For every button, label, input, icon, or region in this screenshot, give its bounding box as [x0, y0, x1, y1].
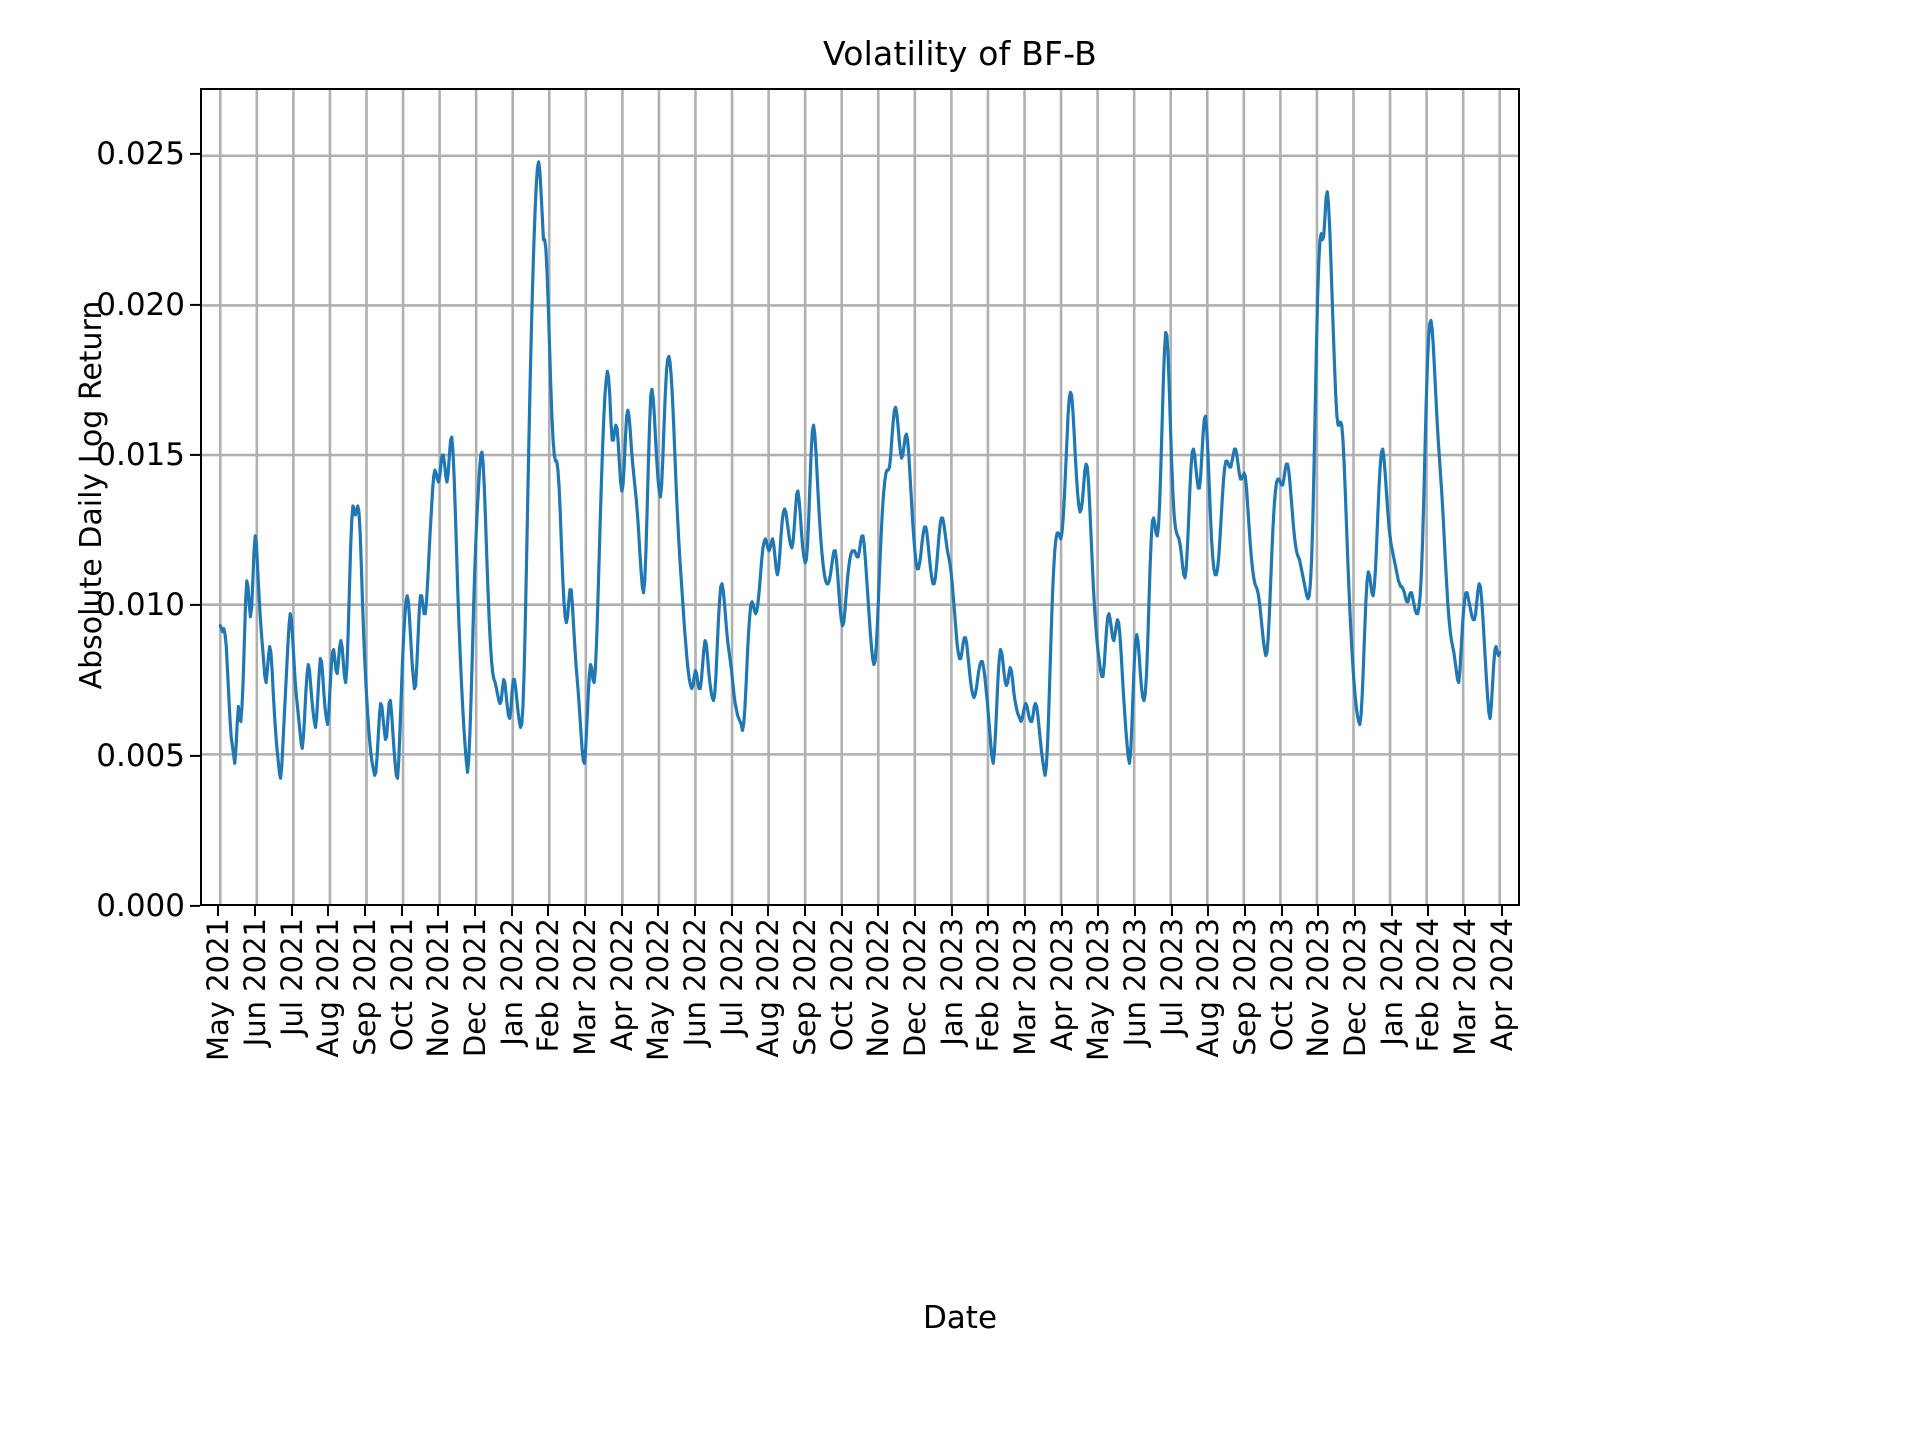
x-axis-tick-label: Jun 2021 [238, 918, 272, 1047]
x-axis-tick-mark [620, 906, 623, 916]
x-axis-tick-mark [877, 906, 880, 916]
x-axis-tick-mark [1170, 906, 1173, 916]
x-axis-tick-mark [327, 906, 330, 916]
x-axis-tick-label: Oct 2021 [384, 918, 419, 1052]
x-axis-tick-label: Dec 2021 [458, 918, 492, 1058]
y-axis-tick-label: 0.025 [96, 136, 185, 173]
x-axis-tick-mark [1060, 906, 1063, 916]
x-axis-tick-label: Jan 2022 [494, 918, 529, 1046]
y-axis-tick-label: 0.010 [96, 587, 185, 624]
x-axis-tick-mark [400, 906, 403, 916]
y-axis-tick-mark [190, 453, 200, 456]
x-axis-tick-mark [840, 906, 843, 916]
x-axis-tick-label: Jul 2023 [1154, 918, 1189, 1037]
grid-lines [202, 90, 1518, 904]
y-axis-label: Absolute Daily Log Return [74, 300, 109, 690]
x-axis-tick-label: May 2022 [641, 918, 676, 1061]
x-axis-tick-mark [547, 906, 550, 916]
x-axis-tick-label: Aug 2022 [751, 918, 786, 1058]
x-axis-tick-label: Feb 2023 [971, 918, 1006, 1053]
x-axis-tick-mark [767, 906, 770, 916]
x-axis-tick-mark [473, 906, 477, 916]
x-axis-tick-mark [657, 906, 660, 916]
x-axis-label: Date [922, 1300, 998, 1336]
x-axis-tick-label: Jul 2022 [714, 918, 749, 1037]
x-axis-tick-label: Dec 2022 [898, 918, 932, 1058]
x-axis-tick-mark [987, 906, 990, 916]
x-axis-tick-label: Nov 2021 [421, 918, 456, 1058]
x-axis-tick-mark [363, 906, 367, 916]
y-axis-tick-label: 0.015 [96, 436, 185, 473]
x-axis-tick-mark [1280, 906, 1283, 916]
x-axis-tick-label: Feb 2022 [531, 918, 566, 1053]
x-axis-tick-mark [1243, 906, 1247, 916]
x-axis-tick-label: Oct 2022 [824, 918, 859, 1052]
x-axis-tick-mark [1390, 906, 1393, 916]
x-axis-tick-label: Feb 2024 [1411, 918, 1446, 1053]
x-axis-tick-mark [730, 906, 733, 916]
x-axis-tick-label: May 2021 [201, 918, 236, 1061]
x-axis-tick-mark [583, 906, 587, 916]
chart-title: Volatility of BF-B [823, 34, 1097, 73]
x-axis-tick-label: Sep 2023 [1228, 918, 1262, 1056]
y-axis-tick-mark [190, 303, 200, 306]
y-axis-tick-mark [190, 604, 200, 607]
x-axis-tick-label: Mar 2023 [1008, 918, 1042, 1056]
x-axis-tick-mark [510, 906, 513, 916]
x-axis-tick-mark [217, 906, 220, 916]
x-axis-tick-mark [1500, 906, 1503, 916]
x-axis-tick-mark [1207, 906, 1210, 916]
x-axis-tick-label: Sep 2022 [788, 918, 822, 1056]
volatility-line-series [218, 160, 1502, 780]
x-axis-tick-label: Aug 2023 [1191, 918, 1226, 1058]
y-axis-tick-label: 0.005 [96, 737, 185, 774]
plot-area [200, 88, 1520, 906]
x-axis-tick-label: Mar 2024 [1448, 918, 1482, 1056]
y-axis-tick-mark [190, 153, 200, 156]
x-axis-tick-label: Nov 2022 [861, 918, 896, 1058]
y-axis-tick-mark [190, 754, 200, 757]
x-axis-tick-label: Jul 2021 [274, 918, 309, 1037]
y-axis-tick-label: 0.000 [96, 888, 185, 924]
x-axis-tick-mark [913, 906, 917, 916]
x-axis-tick-mark [1427, 906, 1430, 916]
x-axis-tick-label: May 2023 [1081, 918, 1116, 1061]
x-axis-tick-label: Jan 2023 [934, 918, 969, 1046]
x-axis-tick-mark [803, 906, 807, 916]
x-axis-tick-label: Nov 2023 [1301, 918, 1336, 1058]
x-axis-tick-label: Jan 2024 [1374, 918, 1409, 1046]
x-axis-tick-label: Jun 2023 [1118, 918, 1152, 1047]
y-axis-tick-mark [190, 904, 200, 908]
x-axis-tick-label: Apr 2022 [604, 918, 639, 1052]
x-axis-tick-label: Sep 2021 [348, 918, 382, 1056]
y-axis-tick-label: 0.020 [96, 286, 185, 323]
x-axis-tick-label: Apr 2023 [1044, 918, 1079, 1052]
x-axis-tick-label: Dec 2023 [1338, 918, 1372, 1058]
x-axis-tick-mark [290, 906, 293, 916]
x-axis-tick-label: Oct 2023 [1264, 918, 1299, 1052]
x-axis-tick-mark [1133, 906, 1137, 916]
x-axis-tick-mark [950, 906, 953, 916]
x-axis-tick-mark [253, 906, 257, 916]
x-axis-tick-mark [437, 906, 440, 916]
x-axis-tick-mark [1097, 906, 1100, 916]
x-axis-tick-label: Aug 2021 [311, 918, 346, 1058]
x-axis-tick-mark [1463, 906, 1467, 916]
x-axis-tick-mark [1317, 906, 1320, 916]
x-axis-tick-mark [1023, 906, 1027, 916]
x-axis-tick-label: Mar 2022 [568, 918, 602, 1056]
x-axis-tick-label: Apr 2024 [1484, 918, 1519, 1052]
x-axis-tick-label: Jun 2022 [678, 918, 712, 1047]
x-axis-tick-mark [1353, 906, 1357, 916]
x-axis-tick-mark [693, 906, 697, 916]
